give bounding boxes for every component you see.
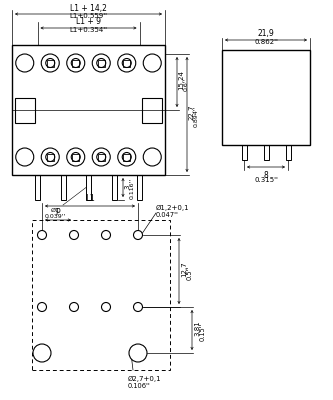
Text: 12,7: 12,7 — [181, 261, 187, 277]
Bar — [86, 175, 91, 200]
Bar — [35, 175, 40, 200]
Text: 0.894'': 0.894'' — [194, 106, 199, 127]
Bar — [32, 220, 170, 370]
Bar — [72, 60, 79, 66]
Text: L1 + 14,2: L1 + 14,2 — [70, 4, 107, 12]
Text: L1: L1 — [85, 194, 95, 203]
Bar — [12, 45, 165, 175]
Text: L1 + 9: L1 + 9 — [76, 18, 101, 26]
Text: 3,81: 3,81 — [194, 320, 200, 336]
Bar — [15, 98, 35, 122]
Bar — [241, 145, 246, 160]
Text: L1+0.354'': L1+0.354'' — [70, 27, 108, 33]
Text: Ø1: Ø1 — [51, 208, 59, 213]
Text: Ø2,7+0,1: Ø2,7+0,1 — [128, 376, 162, 382]
Text: 0.15'': 0.15'' — [200, 323, 206, 341]
Bar — [123, 60, 130, 66]
Text: 3: 3 — [125, 184, 131, 189]
Bar — [263, 145, 268, 160]
Text: 22,7: 22,7 — [188, 105, 194, 120]
Text: 15.24: 15.24 — [178, 70, 184, 90]
Text: 8: 8 — [264, 171, 268, 180]
Text: 0.6'': 0.6'' — [184, 77, 189, 91]
Text: L1+0.559'': L1+0.559'' — [70, 13, 108, 19]
Text: 0.039'': 0.039'' — [44, 214, 66, 219]
Bar — [47, 60, 54, 66]
Bar — [123, 154, 130, 160]
Bar — [142, 98, 162, 122]
Text: 0.315'': 0.315'' — [254, 177, 278, 183]
Bar — [137, 175, 142, 200]
Bar — [98, 60, 105, 66]
Bar — [112, 175, 117, 200]
Text: 21,9: 21,9 — [258, 29, 274, 38]
Text: 0.5'': 0.5'' — [187, 266, 193, 280]
Text: 0.047'': 0.047'' — [156, 212, 179, 218]
Text: 0.116'': 0.116'' — [130, 178, 135, 199]
Bar — [72, 154, 79, 160]
Bar — [285, 145, 290, 160]
Text: P: P — [56, 208, 60, 217]
Bar — [61, 175, 66, 200]
Text: 0.862'': 0.862'' — [254, 39, 278, 45]
Text: Ø1,2+0,1: Ø1,2+0,1 — [156, 205, 189, 211]
Bar — [47, 154, 54, 160]
Text: 0.106'': 0.106'' — [128, 383, 151, 389]
Bar — [222, 50, 310, 145]
Bar — [98, 154, 105, 160]
